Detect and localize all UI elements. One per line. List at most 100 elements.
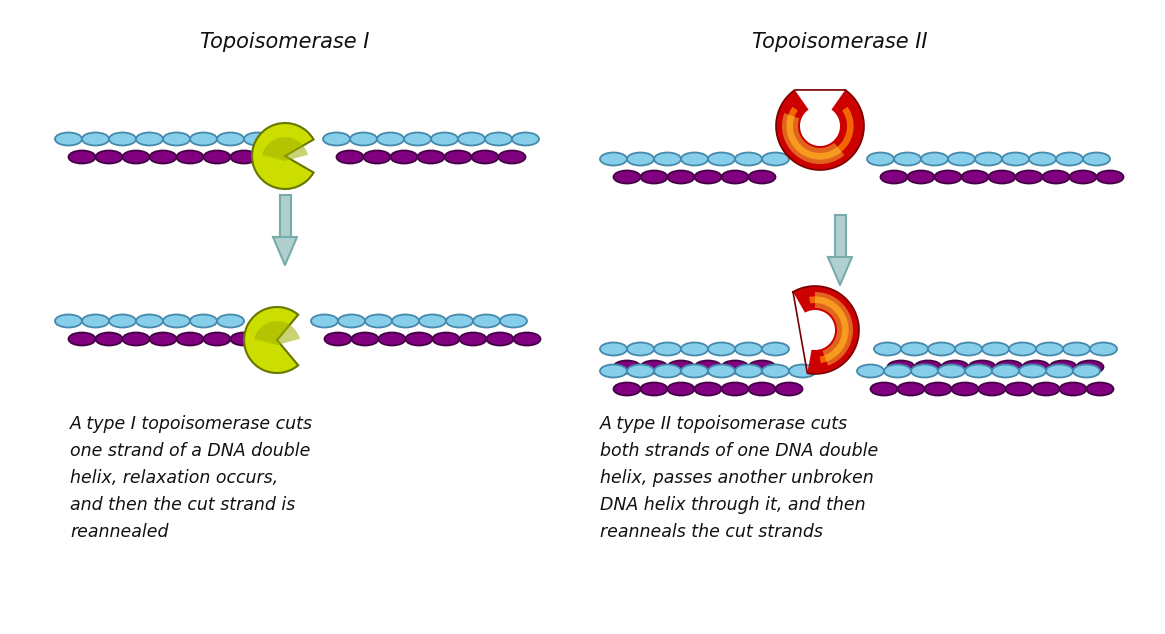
Ellipse shape: [948, 153, 975, 165]
Ellipse shape: [682, 153, 708, 165]
Ellipse shape: [511, 133, 539, 145]
Ellipse shape: [379, 332, 405, 346]
Ellipse shape: [1036, 342, 1062, 356]
Wedge shape: [262, 137, 308, 161]
Ellipse shape: [432, 332, 459, 346]
Text: Topoisomerase II: Topoisomerase II: [753, 32, 927, 52]
Ellipse shape: [325, 332, 352, 346]
Ellipse shape: [1090, 342, 1117, 356]
Ellipse shape: [1032, 382, 1059, 396]
Ellipse shape: [487, 332, 514, 346]
Ellipse shape: [721, 171, 748, 183]
Ellipse shape: [163, 314, 190, 328]
Ellipse shape: [925, 382, 952, 396]
Ellipse shape: [654, 365, 682, 377]
Ellipse shape: [177, 150, 204, 164]
Ellipse shape: [993, 365, 1019, 377]
Bar: [834, 215, 846, 257]
Ellipse shape: [1019, 365, 1046, 377]
Text: A type I topoisomerase cuts
one strand of a DNA double
helix, relaxation occurs,: A type I topoisomerase cuts one strand o…: [70, 415, 313, 541]
Ellipse shape: [1043, 171, 1069, 183]
Ellipse shape: [337, 150, 363, 164]
Ellipse shape: [708, 342, 735, 356]
Ellipse shape: [231, 150, 257, 164]
Ellipse shape: [952, 382, 979, 396]
Ellipse shape: [136, 314, 163, 328]
Ellipse shape: [654, 153, 682, 165]
Ellipse shape: [1062, 342, 1090, 356]
Ellipse shape: [390, 150, 417, 164]
Ellipse shape: [231, 332, 257, 346]
Ellipse shape: [1023, 361, 1050, 373]
Ellipse shape: [446, 314, 473, 328]
Ellipse shape: [204, 332, 231, 346]
Ellipse shape: [55, 314, 82, 328]
Ellipse shape: [627, 365, 654, 377]
Ellipse shape: [748, 382, 776, 396]
Ellipse shape: [762, 342, 789, 356]
Ellipse shape: [473, 314, 500, 328]
Ellipse shape: [1005, 382, 1032, 396]
Wedge shape: [252, 123, 313, 189]
Ellipse shape: [419, 314, 446, 328]
Ellipse shape: [975, 153, 1002, 165]
Ellipse shape: [884, 365, 911, 377]
Text: A type II topoisomerase cuts
both strands of one DNA double
helix, passes anothe: A type II topoisomerase cuts both strand…: [600, 415, 878, 541]
Ellipse shape: [96, 150, 122, 164]
Ellipse shape: [982, 342, 1009, 356]
Ellipse shape: [735, 342, 762, 356]
Ellipse shape: [614, 171, 641, 183]
Ellipse shape: [417, 150, 445, 164]
Ellipse shape: [867, 153, 894, 165]
Polygon shape: [793, 286, 859, 374]
Ellipse shape: [965, 365, 993, 377]
Ellipse shape: [708, 365, 735, 377]
Ellipse shape: [500, 314, 527, 328]
Ellipse shape: [1069, 171, 1096, 183]
Ellipse shape: [149, 332, 177, 346]
Ellipse shape: [363, 150, 390, 164]
Ellipse shape: [311, 314, 338, 328]
Ellipse shape: [136, 133, 163, 145]
Ellipse shape: [600, 365, 627, 377]
Ellipse shape: [514, 332, 541, 346]
Polygon shape: [776, 90, 864, 170]
Ellipse shape: [1016, 171, 1043, 183]
Ellipse shape: [1073, 365, 1100, 377]
Ellipse shape: [955, 342, 982, 356]
Ellipse shape: [600, 153, 627, 165]
Ellipse shape: [961, 171, 988, 183]
Ellipse shape: [405, 332, 432, 346]
Ellipse shape: [929, 342, 955, 356]
Ellipse shape: [110, 314, 136, 328]
Ellipse shape: [874, 342, 901, 356]
Ellipse shape: [1029, 153, 1055, 165]
Ellipse shape: [894, 153, 922, 165]
Ellipse shape: [350, 133, 377, 145]
Ellipse shape: [365, 314, 391, 328]
Ellipse shape: [352, 332, 379, 346]
Ellipse shape: [217, 133, 243, 145]
Ellipse shape: [694, 171, 721, 183]
Ellipse shape: [901, 342, 929, 356]
Ellipse shape: [682, 342, 708, 356]
Ellipse shape: [968, 361, 996, 373]
Polygon shape: [828, 257, 852, 285]
Ellipse shape: [627, 153, 654, 165]
Ellipse shape: [735, 365, 762, 377]
Ellipse shape: [96, 332, 122, 346]
Ellipse shape: [163, 133, 190, 145]
Ellipse shape: [694, 382, 721, 396]
Ellipse shape: [499, 150, 525, 164]
Ellipse shape: [1055, 153, 1083, 165]
Ellipse shape: [217, 314, 243, 328]
Ellipse shape: [996, 361, 1023, 373]
Ellipse shape: [911, 365, 938, 377]
Ellipse shape: [1059, 382, 1087, 396]
Polygon shape: [810, 297, 848, 363]
Ellipse shape: [934, 171, 961, 183]
Ellipse shape: [870, 382, 897, 396]
Ellipse shape: [459, 332, 487, 346]
Ellipse shape: [190, 314, 217, 328]
Ellipse shape: [614, 382, 641, 396]
